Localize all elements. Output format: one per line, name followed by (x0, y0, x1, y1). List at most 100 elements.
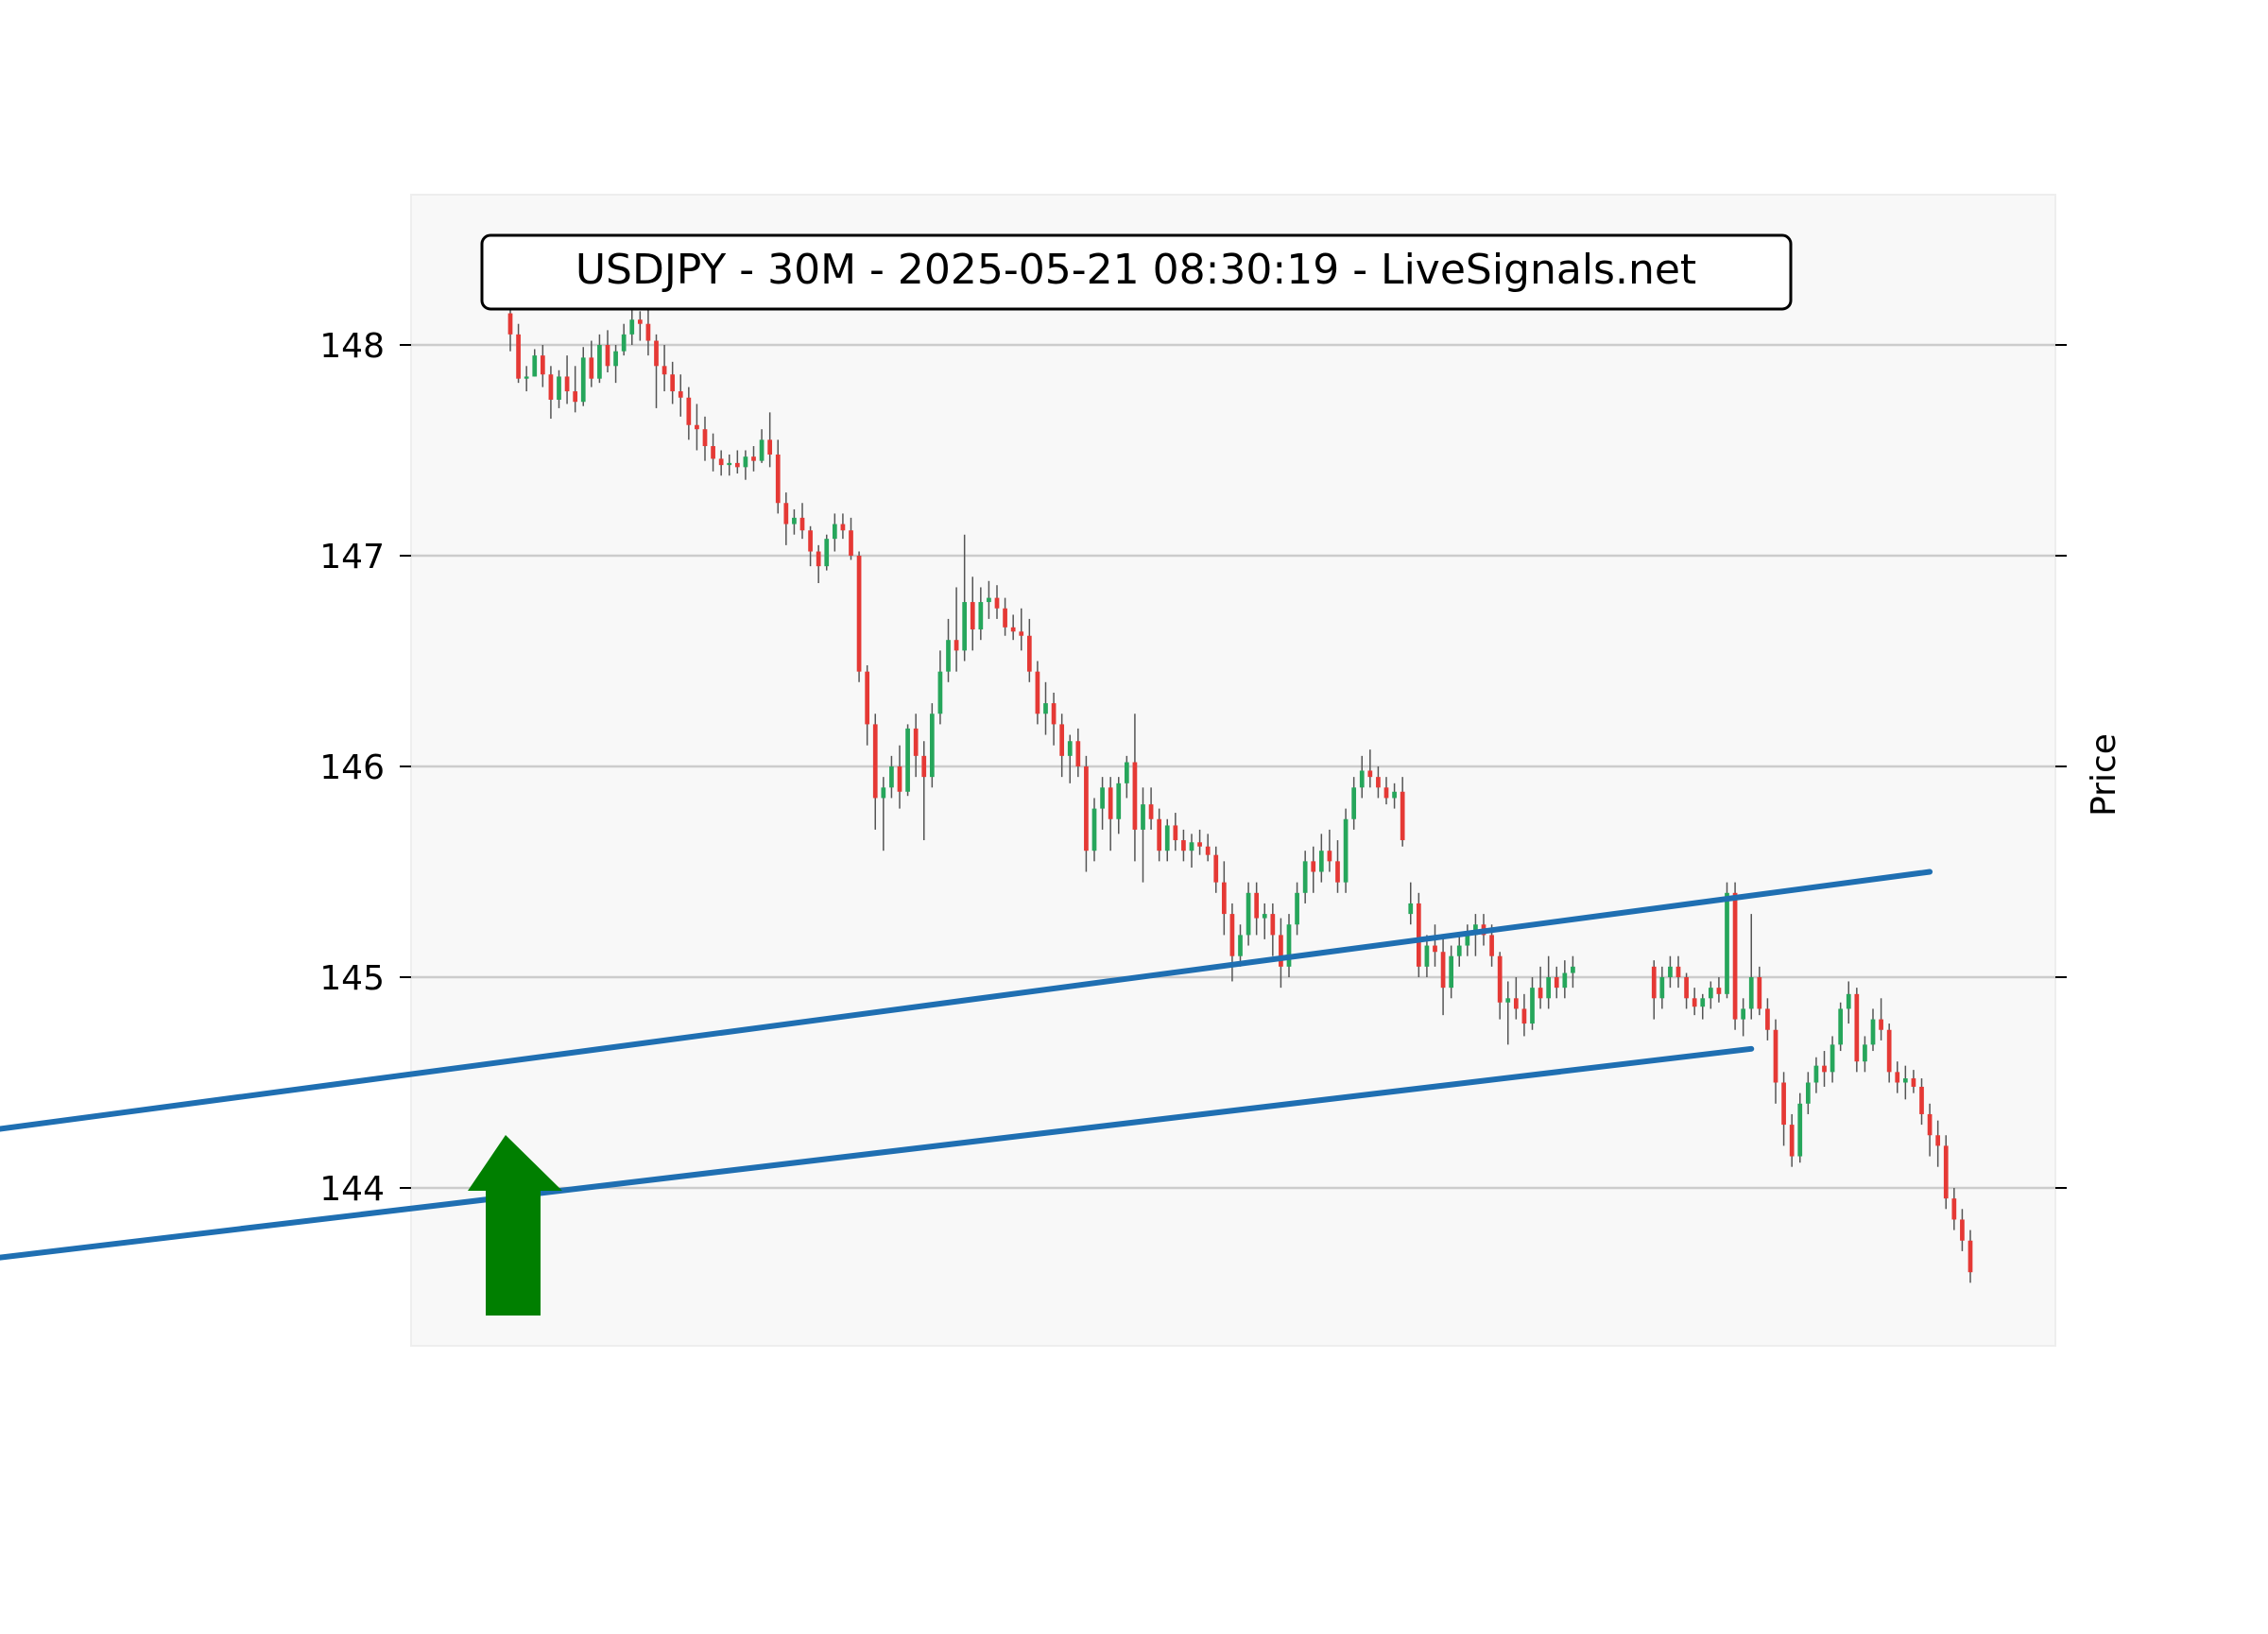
candle-body-down (1221, 882, 1227, 915)
candle-body-down (913, 728, 919, 756)
candle-body-down (1951, 1198, 1957, 1220)
candle (678, 374, 683, 417)
candle-body-up (1392, 791, 1397, 799)
candle-body-up (1124, 762, 1129, 783)
candle-body-up (1902, 1078, 1908, 1083)
candle-body-down (637, 319, 643, 324)
candle (1173, 813, 1178, 851)
candle-body-down (954, 640, 959, 651)
candle-body-down (702, 429, 708, 447)
candle (856, 551, 862, 682)
candle-body-up (621, 334, 627, 352)
candle-body-down (1554, 977, 1559, 989)
candle-body-up (1813, 1065, 1819, 1083)
candle (808, 525, 813, 567)
candle-body-down (1692, 998, 1697, 1007)
candle (1327, 829, 1332, 872)
candle (1205, 834, 1211, 862)
candle (1148, 787, 1154, 830)
candle-body-down (1335, 861, 1340, 883)
candle (1238, 924, 1243, 967)
candle-body-down (1716, 988, 1722, 994)
candle-body-up (792, 517, 797, 525)
candle (1692, 988, 1697, 1016)
candle-body-down (589, 357, 594, 379)
candle (1043, 681, 1048, 735)
candle-body-up (1408, 903, 1414, 915)
candle (1376, 766, 1381, 799)
candle (1684, 972, 1689, 1009)
candle (1408, 882, 1414, 925)
candle (881, 777, 886, 851)
candle-body-down (1879, 1019, 1883, 1030)
candle (1675, 955, 1681, 989)
candle (1229, 903, 1235, 982)
candle (1886, 1023, 1892, 1083)
candle-body-down (1148, 804, 1154, 819)
candle-body-down (1254, 892, 1260, 919)
candle (1213, 846, 1219, 893)
candle-body-down (1854, 993, 1860, 1062)
candle-body-down (1003, 608, 1007, 628)
candle (1967, 1230, 1973, 1283)
candle (1270, 903, 1276, 956)
signal-arrow (468, 1135, 562, 1316)
candle-body-up (1449, 955, 1454, 989)
candle (889, 755, 894, 799)
candle (540, 345, 545, 387)
candle (1741, 998, 1746, 1037)
candle-body-up (1741, 1008, 1746, 1020)
candle (645, 306, 651, 356)
candle-body-up (1863, 1044, 1867, 1062)
candle (751, 446, 756, 472)
candle (1927, 1103, 1933, 1157)
candle-body-down (1173, 825, 1178, 841)
candle-body-up (881, 787, 886, 799)
candle (946, 618, 951, 682)
y-tick-label: 147 (319, 538, 385, 576)
candle-body-up (978, 602, 984, 630)
candle (1651, 960, 1657, 1020)
candle-body-down (1327, 851, 1332, 862)
candle-body-down (767, 439, 773, 455)
candle-body-up (1116, 783, 1122, 819)
candle-body-up (1238, 935, 1243, 956)
candle-body-down (970, 602, 975, 630)
candle (1870, 1008, 1876, 1052)
candle (548, 366, 554, 420)
candle-body-up (727, 462, 732, 466)
candle-body-up (1725, 892, 1729, 994)
candle-body-up (1846, 993, 1851, 1009)
candle (929, 703, 935, 788)
candle (1019, 608, 1024, 651)
candle (573, 366, 578, 413)
candle-body-up (1189, 842, 1194, 851)
candle-body-up (1708, 988, 1713, 999)
candle (1359, 755, 1365, 799)
candle (670, 361, 676, 404)
y-tick-label: 146 (319, 748, 385, 787)
candle (580, 347, 586, 406)
candle-body-down (849, 530, 853, 556)
candle-body-down (865, 671, 870, 725)
y-axis-ticks: 144 145 146 147 148 (319, 327, 2067, 1209)
candle (1124, 755, 1129, 799)
candle-body-up (1091, 808, 1097, 851)
candle (1051, 692, 1057, 746)
y-tick-label: 148 (319, 327, 385, 366)
candle (613, 345, 618, 384)
candle-body-up (1456, 945, 1462, 956)
candle (1805, 1072, 1811, 1114)
candle-body-down (840, 524, 846, 531)
candle (816, 544, 821, 583)
candle (734, 450, 740, 474)
trendline-upper (0, 869, 1933, 1132)
candle (589, 340, 594, 387)
candle (1748, 914, 1754, 1020)
candle-body-down (645, 323, 651, 341)
candle (1951, 1188, 1957, 1230)
candle-body-down (516, 334, 521, 379)
candle-body-down (1213, 854, 1219, 883)
candle (1781, 1072, 1786, 1146)
